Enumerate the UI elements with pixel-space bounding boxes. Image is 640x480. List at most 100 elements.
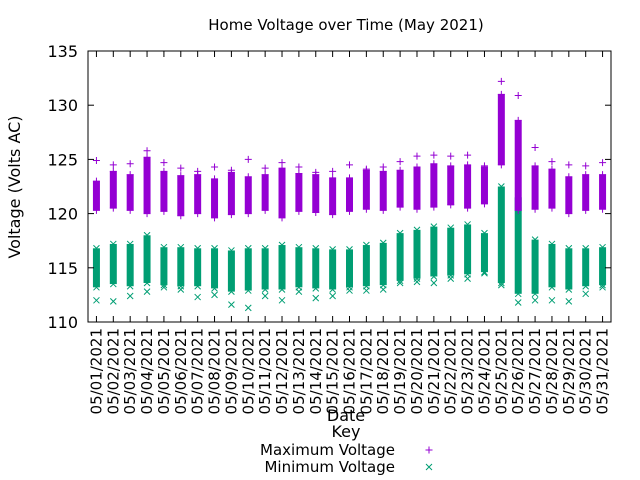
min-voltage-point (160, 281, 168, 289)
min-voltage-point (329, 246, 336, 253)
min-voltage-point (261, 286, 269, 293)
min-voltage-point (244, 304, 252, 312)
max-voltage-point (329, 167, 337, 175)
max-voltage-point (295, 207, 303, 215)
min-voltage-range-16 (346, 249, 353, 288)
max-voltage-point (514, 91, 522, 99)
min-voltage-point (177, 282, 185, 290)
max-voltage-point (447, 201, 455, 209)
max-voltage-point (143, 153, 151, 161)
x-tick-label: 05/27/2021 (526, 328, 544, 414)
legend-marker-x-icon (425, 463, 433, 471)
min-voltage-point (379, 286, 387, 293)
max-voltage-range-1 (92, 181, 100, 211)
max-voltage-point (194, 210, 202, 218)
max-voltage-range-12 (278, 168, 286, 218)
max-voltage-range-30 (582, 174, 590, 211)
max-voltage-point (177, 212, 185, 220)
x-tick-label: 05/06/2021 (172, 328, 190, 414)
max-voltage-point (346, 161, 353, 169)
min-voltage-point (93, 244, 100, 252)
min-voltage-point (599, 281, 606, 289)
min-voltage-point (228, 247, 235, 254)
y-tick-label: 120 (47, 205, 78, 224)
max-voltage-point (548, 165, 556, 173)
y-tick-label: 115 (47, 259, 78, 278)
max-voltage-point (413, 205, 421, 213)
min-voltage-point (582, 290, 590, 298)
min-voltage-point (481, 269, 488, 277)
x-tick-label: 05/10/2021 (239, 328, 257, 414)
x-tick-label: 05/17/2021 (357, 328, 375, 414)
min-voltage-point (211, 244, 218, 252)
min-voltage-point (278, 241, 286, 249)
max-voltage-range-7 (194, 174, 202, 214)
min-voltage-point (109, 298, 117, 305)
x-tick-label: 05/01/2021 (87, 328, 105, 414)
min-voltage-point (194, 293, 202, 301)
max-voltage-point (430, 203, 438, 211)
min-voltage-point (481, 229, 488, 237)
max-voltage-range-16 (346, 177, 353, 212)
min-voltage-point (160, 243, 168, 251)
min-voltage-point (531, 296, 539, 304)
min-voltage-range-17 (362, 245, 370, 287)
min-voltage-point (126, 282, 134, 290)
min-voltage-range-13 (295, 247, 303, 288)
x-tick-label: 05/28/2021 (543, 328, 561, 414)
max-voltage-point (346, 174, 353, 182)
max-voltage-point (92, 177, 100, 185)
max-voltage-point (599, 171, 607, 179)
max-voltage-point (565, 161, 573, 169)
max-voltage-point (211, 175, 219, 183)
plot-area (92, 77, 607, 312)
x-tick-label: 05/14/2021 (307, 328, 325, 414)
max-voltage-point (531, 143, 539, 151)
max-voltage-range-5 (160, 171, 168, 212)
min-voltage-point (177, 243, 185, 251)
x-tick-label: 05/09/2021 (222, 328, 240, 414)
max-voltage-range-19 (396, 170, 404, 208)
max-voltage-point (497, 161, 505, 169)
min-voltage-point (211, 285, 218, 292)
max-voltage-point (126, 160, 134, 168)
min-voltage-point (447, 275, 455, 282)
min-voltage-point (329, 292, 336, 300)
max-voltage-range-21 (430, 163, 438, 208)
min-voltage-point (329, 286, 336, 293)
max-voltage-point (464, 151, 472, 159)
min-voltage-point (531, 236, 539, 243)
min-voltage-range-1 (92, 248, 100, 288)
min-voltage-range-27 (531, 239, 539, 294)
min-voltage-point (497, 183, 505, 190)
max-voltage-point (413, 163, 421, 171)
max-voltage-point (329, 174, 337, 182)
min-voltage-point (514, 290, 522, 298)
max-voltage-range-13 (295, 173, 303, 212)
max-voltage-range-8 (211, 178, 219, 218)
max-voltage-point (295, 163, 303, 171)
x-tick-label: 05/29/2021 (560, 328, 578, 414)
min-voltage-range-4 (143, 235, 151, 283)
min-voltage-point (346, 246, 353, 253)
x-axis-label: Date (327, 406, 365, 425)
min-voltage-point (599, 283, 606, 291)
max-voltage-point (599, 205, 607, 213)
max-voltage-range-31 (599, 174, 607, 210)
min-voltage-point (109, 280, 117, 288)
max-voltage-point (464, 204, 472, 212)
max-voltage-point (312, 209, 320, 217)
min-voltage-range-26 (514, 197, 522, 294)
x-tick-label: 05/30/2021 (577, 328, 595, 414)
chart-title: Home Voltage over Time (May 2021) (208, 16, 483, 34)
min-voltage-range-3 (126, 243, 134, 287)
min-voltage-range-25 (497, 186, 505, 283)
max-voltage-point (211, 214, 219, 222)
x-tick-label: 05/12/2021 (273, 328, 291, 414)
min-voltage-point (548, 296, 556, 304)
max-voltage-range-18 (379, 171, 387, 211)
x-tick-label: 05/31/2021 (594, 328, 612, 414)
min-voltage-point (565, 298, 573, 305)
x-tick-label: 05/08/2021 (206, 328, 224, 414)
max-voltage-point (92, 206, 100, 214)
